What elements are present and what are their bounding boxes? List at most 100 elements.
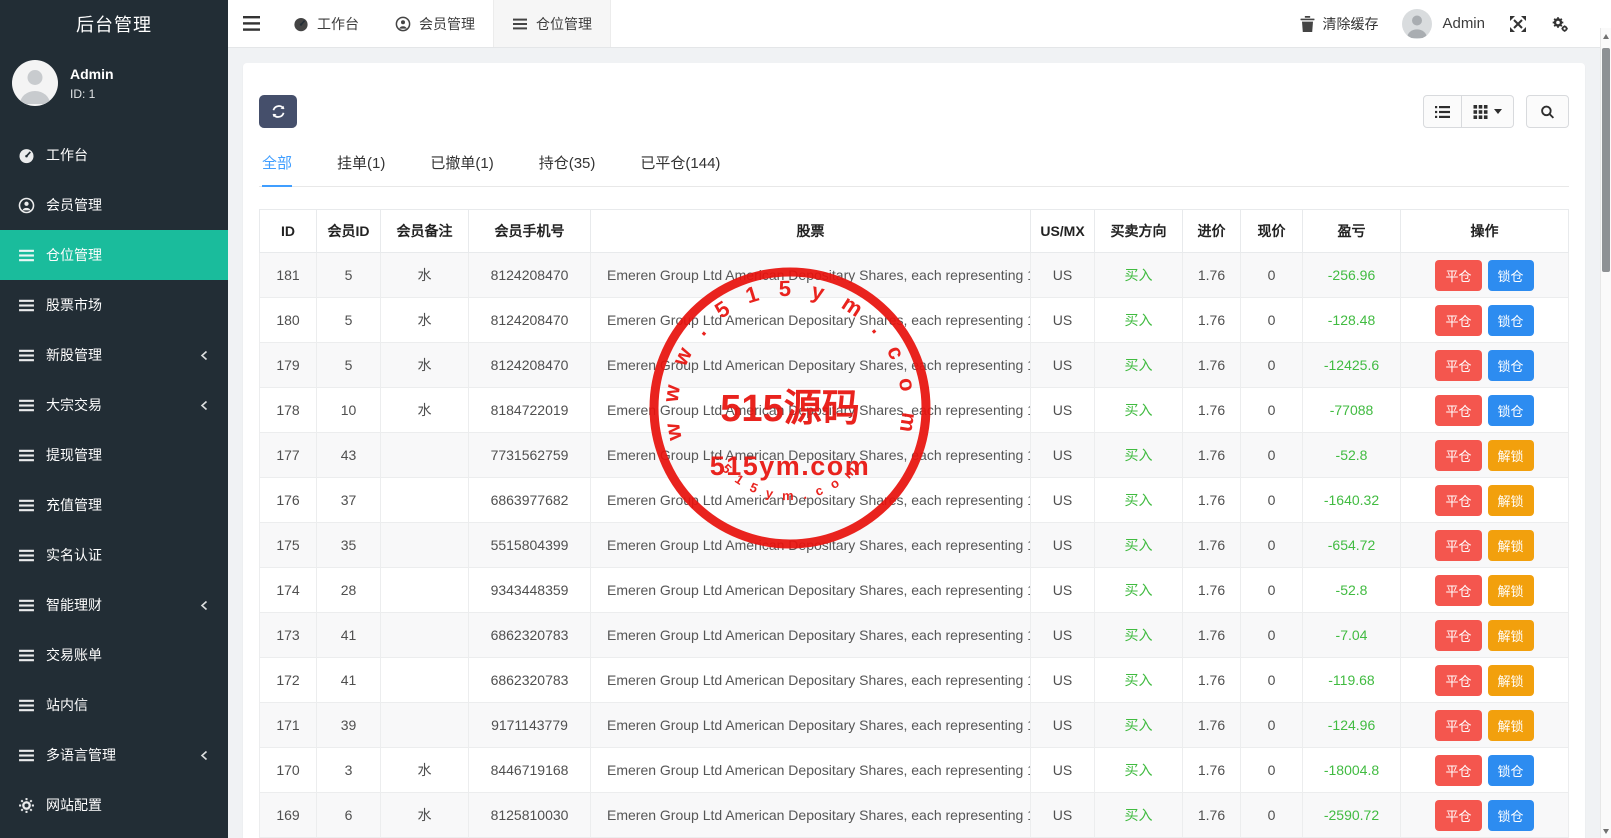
close-position-button[interactable]: 平仓 [1435,754,1482,786]
filter-tab-1[interactable]: 挂单(1) [337,152,385,186]
cell-entry-price: 1.76 [1182,567,1241,613]
filter-tab-2[interactable]: 已撤单(1) [430,152,493,186]
cell-member-note: 水 [380,342,469,388]
filter-tab-0[interactable]: 全部 [262,152,293,187]
cell-market: US [1030,477,1095,523]
close-position-button[interactable]: 平仓 [1435,349,1482,381]
close-position-button[interactable]: 平仓 [1435,484,1482,516]
close-position-button[interactable]: 平仓 [1435,529,1482,561]
cell-entry-price: 1.76 [1182,342,1241,388]
close-position-button[interactable]: 平仓 [1435,394,1482,426]
cell-direction: 买入 [1094,252,1183,298]
admin-menu[interactable]: Admin [1402,8,1485,39]
unlock-position-button[interactable]: 解锁 [1487,709,1534,741]
unlock-position-button[interactable]: 解锁 [1487,484,1534,516]
grid-view-button[interactable] [1462,95,1514,128]
cell-entry-price: 1.76 [1182,522,1241,568]
scrollbar-down-arrow[interactable] [1603,829,1609,834]
sidebar-item-block-trade[interactable]: 大宗交易 [0,380,228,430]
close-position-button[interactable]: 平仓 [1435,619,1482,651]
table-row: 178 10 水 8184722019 Emeren Group Ltd America… [259,387,1569,433]
column-header: 会员手机号 [468,209,591,253]
cell-current-price: 0 [1240,297,1303,343]
scrollbar-up-arrow[interactable] [1603,34,1609,39]
fullscreen-icon[interactable] [1509,15,1527,33]
close-position-button[interactable]: 平仓 [1435,709,1482,741]
sidebar-item-market[interactable]: 股票市场 [0,280,228,330]
cell-stock: Emeren Group Ltd American Depositary Sha… [590,747,1031,793]
sidebar-item-members[interactable]: 会员管理 [0,180,228,230]
unlock-position-button[interactable]: 解锁 [1487,529,1534,561]
cell-actions: 平仓 解锁 [1400,522,1569,568]
cell-phone: 6863977682 [468,477,591,523]
sidebar-item-wealth[interactable]: 智能理财 [0,580,228,630]
cell-actions: 平仓 锁仓 [1400,297,1569,343]
cell-market: US [1030,297,1095,343]
lock-position-button[interactable]: 锁仓 [1487,754,1534,786]
sidebar-item-workbench[interactable]: 工作台 [0,130,228,180]
unlock-position-button[interactable]: 解锁 [1487,574,1534,606]
sidebar-item-recharge[interactable]: 充值管理 [0,480,228,530]
scrollbar-thumb[interactable] [1602,48,1610,272]
lock-position-button[interactable]: 锁仓 [1487,304,1534,336]
sidebar-item-messages[interactable]: 站内信 [0,680,228,730]
list-icon [18,447,35,464]
sidebar-item-languages[interactable]: 多语言管理 [0,730,228,780]
lock-position-button[interactable]: 锁仓 [1487,259,1534,291]
sidebar-item-kyc[interactable]: 实名认证 [0,530,228,580]
cell-phone: 8124208470 [468,297,591,343]
sidebar-item-site-config[interactable]: 网站配置 [0,780,228,830]
topbar-tab-members[interactable]: 会员管理 [377,0,493,47]
search-button[interactable] [1526,95,1569,128]
topbar-tab-label: 工作台 [317,15,359,32]
cell-member-note [380,567,469,613]
refresh-button[interactable] [259,95,297,128]
sidebar-item-label: 交易账单 [46,647,102,663]
close-position-button[interactable]: 平仓 [1435,259,1482,291]
list-view-button[interactable] [1423,95,1462,128]
close-position-button[interactable]: 平仓 [1435,574,1482,606]
lock-position-button[interactable]: 锁仓 [1487,394,1534,426]
column-header: ID [259,209,317,253]
lock-position-button[interactable]: 锁仓 [1487,349,1534,381]
clear-cache-button[interactable]: 清除缓存 [1300,14,1378,34]
topbar-tab-positions[interactable]: 仓位管理 [493,0,611,47]
unlock-position-button[interactable]: 解锁 [1487,619,1534,651]
table-row: 177 43 7731562759 Emeren Group Ltd American… [259,432,1569,478]
sidebar-item-withdraw[interactable]: 提现管理 [0,430,228,480]
close-position-button[interactable]: 平仓 [1435,799,1482,831]
unlock-position-button[interactable]: 解锁 [1487,439,1534,471]
sidebar-item-bills[interactable]: 交易账单 [0,630,228,680]
cell-stock: Emeren Group Ltd American Depositary Sha… [590,387,1031,433]
table-row: 173 41 6862320783 Emeren Group Ltd American… [259,612,1569,658]
close-position-button[interactable]: 平仓 [1435,664,1482,696]
column-header: 现价 [1240,209,1303,253]
unlock-position-button[interactable]: 解锁 [1487,664,1534,696]
table-row: 172 41 6862320783 Emeren Group Ltd American… [259,657,1569,703]
sidebar-toggle-button[interactable] [228,0,275,47]
close-position-button[interactable]: 平仓 [1435,304,1482,336]
close-position-button[interactable]: 平仓 [1435,439,1482,471]
filter-tab-3[interactable]: 持仓(35) [539,152,596,186]
cell-member-note [380,702,469,748]
cell-direction: 买入 [1094,792,1183,838]
cell-actions: 平仓 解锁 [1400,567,1569,613]
topbar: 工作台 会员管理 仓位管理 清除缓存 Admin [228,0,1611,48]
cell-current-price: 0 [1240,747,1303,793]
cell-pnl: -654.72 [1302,522,1401,568]
sidebar-item-label: 新股管理 [46,347,102,363]
topbar-tab-workbench[interactable]: 工作台 [275,0,377,47]
settings-cogs-icon[interactable] [1551,15,1569,33]
column-header: US/MX [1030,209,1095,253]
cell-market: US [1030,657,1095,703]
sidebar-item-ipo[interactable]: 新股管理 [0,330,228,380]
cell-direction: 买入 [1094,432,1183,478]
cell-phone: 9171143779 [468,702,591,748]
list-icon [18,347,35,364]
lock-position-button[interactable]: 锁仓 [1487,799,1534,831]
filter-tab-4[interactable]: 已平仓(144) [640,152,720,186]
sidebar-item-positions[interactable]: 仓位管理 [0,230,228,280]
cell-phone: 8125810030 [468,792,591,838]
cell-stock: Emeren Group Ltd American Depositary Sha… [590,297,1031,343]
cell-member-id: 5 [316,342,381,388]
